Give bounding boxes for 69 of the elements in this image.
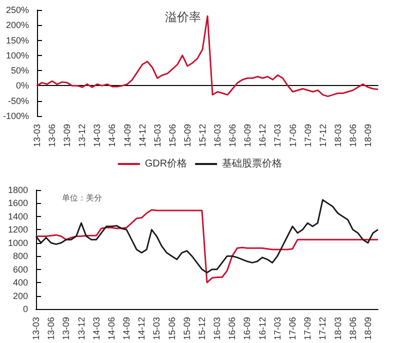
x-tick-label: 16-03	[212, 124, 223, 148]
y-tick-label: -50%	[8, 96, 30, 106]
x-tick-label: 17-03	[272, 316, 282, 340]
x-tick-label: 14-09	[122, 316, 132, 340]
x-tick-label: 13-03	[32, 124, 42, 148]
x-tick-label: 18-09	[362, 316, 373, 340]
x-tick-label: 14-03	[92, 124, 102, 148]
y-tick-label: 400	[12, 278, 28, 288]
x-tick-label: 13-03	[31, 316, 41, 340]
x-tick-label: 15-09	[182, 124, 192, 148]
x-tick-label: 18-06	[348, 124, 358, 148]
x-tick-label: 18-09	[362, 124, 373, 148]
x-tick-label: 15-03	[152, 316, 162, 340]
y-tick-label: 250%	[6, 5, 30, 15]
chart-title: 溢价率	[165, 10, 201, 24]
x-tick-label: 15-03	[152, 124, 162, 148]
x-tick-label: 17-09	[302, 316, 313, 340]
x-tick-label: 17-09	[302, 124, 313, 148]
x-tick-label: 17-12	[318, 124, 328, 148]
y-tick-label: 200	[12, 290, 28, 301]
x-tick-label: 16-06	[228, 124, 238, 148]
y-tick-label: 1600	[8, 198, 28, 208]
x-tick-label: 15-12	[197, 124, 208, 148]
x-tick-label: 16-12	[258, 124, 268, 148]
y-tick-label: 0%	[16, 80, 30, 91]
y-tick-label: 50%	[11, 66, 30, 76]
y-tick-label: 1200	[8, 224, 28, 235]
x-tick-label: 14-06	[106, 316, 116, 340]
x-tick-label: 18-03	[332, 124, 343, 148]
y-tick-label: 0	[22, 304, 28, 314]
y-tick-label: 200%	[6, 20, 30, 30]
x-tick-label: 14-06	[107, 124, 118, 148]
y-tick-label: 800	[12, 251, 28, 262]
line-series	[35, 209, 379, 284]
x-tick-label: 13-09	[62, 124, 72, 148]
x-tick-label: 15-09	[182, 316, 192, 340]
x-tick-label: 16-09	[242, 316, 252, 340]
x-tick-label: 16-03	[212, 316, 222, 340]
y-tick-label: 1400	[8, 211, 28, 222]
legend-label: 基础股票价格	[222, 158, 282, 170]
x-tick-label: 13-09	[61, 316, 72, 340]
x-tick-label: 14-09	[122, 124, 132, 148]
x-tick-label: 17-12	[318, 316, 328, 340]
x-tick-label: 15-12	[196, 316, 207, 340]
x-tick-label: 16-12	[257, 316, 268, 340]
x-tick-label: 14-03	[91, 316, 102, 340]
x-tick-label: 16-09	[242, 124, 253, 148]
x-tick-label: 17-06	[288, 124, 298, 148]
y-tick-label: 1800	[8, 185, 28, 195]
x-tick-label: 15-06	[166, 316, 177, 340]
legend-label: GDR价格	[144, 158, 188, 170]
x-tick-label: 13-12	[76, 316, 86, 340]
x-tick-label: 16-06	[227, 316, 238, 340]
y-tick-label: 100%	[6, 50, 30, 60]
y-tick-label: 600	[12, 264, 28, 274]
x-tick-label: 17-03	[272, 124, 283, 148]
x-tick-label: 15-06	[167, 124, 178, 148]
y-tick-label: -100%	[3, 110, 30, 121]
x-tick-label: 14-12	[136, 316, 147, 340]
y-tick-label: 150%	[6, 35, 30, 46]
x-tick-label: 13-06	[47, 124, 58, 148]
x-tick-label: 13-06	[46, 316, 56, 340]
annotation: 单位：美分	[62, 194, 102, 202]
x-tick-label: 18-03	[332, 316, 343, 340]
x-tick-label: 17-06	[288, 316, 298, 340]
y-tick-label: 1000	[8, 238, 28, 248]
x-tick-label: 13-12	[77, 124, 88, 148]
x-tick-label: 18-06	[348, 316, 358, 340]
x-tick-label: 14-12	[137, 124, 148, 148]
